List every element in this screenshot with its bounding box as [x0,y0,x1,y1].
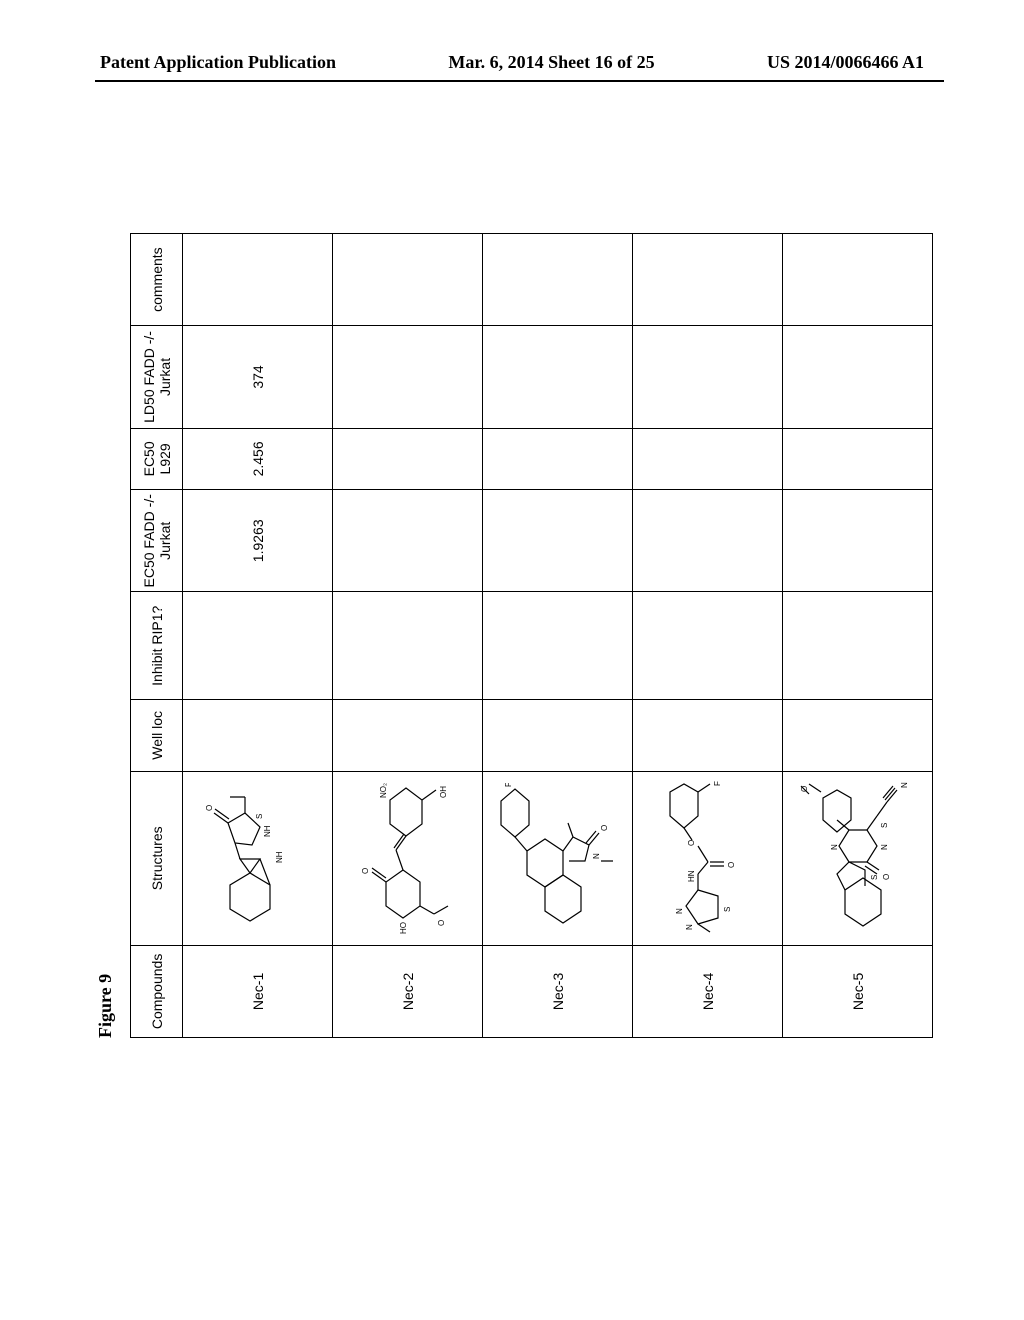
col-wellloc: Well loc [131,700,183,772]
svg-text:OH: OH [439,786,448,798]
cell-compound: Nec-2 [333,945,483,1037]
cell-structure: HO O O NO₂ [333,771,483,945]
cell-ec50fadd [483,490,633,592]
cell-ld50fadd: 374 [183,326,333,428]
structure-nec1-icon: NH S NH O [200,786,315,931]
cell-structure: S N N O S [783,771,933,945]
cell-ec50l929 [483,428,633,489]
cell-ld50fadd [783,326,933,428]
col-ld50fadd: LD50 FADD -/- Jurkat [131,326,183,428]
cell-ec50l929 [333,428,483,489]
table-row: Nec-2 HO O O [333,234,483,1038]
cell-ld50fadd [633,326,783,428]
svg-text:NH: NH [275,851,284,863]
cell-ec50l929: 2.456 [183,428,333,489]
cell-comments [333,234,483,326]
cell-ec50l929 [633,428,783,489]
cell-compound: Nec-5 [783,945,933,1037]
structure-nec2-icon: HO O O NO₂ [348,781,468,936]
svg-text:F: F [504,783,513,787]
cell-ec50l929 [783,428,933,489]
svg-text:O: O [205,805,214,811]
col-comments: comments [131,234,183,326]
header-left: Patent Application Publication [100,52,336,73]
cell-structure: NH S NH O [183,771,333,945]
svg-text:HN: HN [687,870,696,882]
svg-text:NO₂: NO₂ [379,783,388,798]
header-right: US 2014/0066466 A1 [767,52,924,73]
cell-compound: Nec-3 [483,945,633,1037]
cell-ec50fadd [333,490,483,592]
compound-table: Compounds Structures Well loc Inhibit RI… [130,233,933,1038]
cell-wellloc [633,700,783,772]
cell-inhibit [183,592,333,700]
svg-text:O: O [687,840,696,846]
cell-inhibit [783,592,933,700]
svg-text:N: N [675,908,684,914]
svg-text:S: S [255,813,264,818]
structure-nec4-icon: N N S HN O O [648,781,768,936]
table-header-row: Compounds Structures Well loc Inhibit RI… [131,234,183,1038]
svg-text:O: O [361,868,370,874]
cell-wellloc [333,700,483,772]
svg-text:N: N [900,782,909,788]
col-ec50fadd: EC50 FADD -/- Jurkat [131,490,183,592]
cell-ec50fadd: 1.9263 [183,490,333,592]
svg-text:N: N [880,844,889,850]
svg-text:NH: NH [263,825,272,837]
cell-structure: N N S HN O O [633,771,783,945]
cell-comments [633,234,783,326]
col-structures: Structures [131,771,183,945]
table-row: Nec-5 S N N O [783,234,933,1038]
table-row: Nec-4 N N S HN O [633,234,783,1038]
cell-ld50fadd [483,326,633,428]
cell-inhibit [633,592,783,700]
cell-wellloc [783,700,933,772]
figure-container: Figure 9 Compounds Structures Well loc I… [95,233,935,1038]
page-header: Patent Application Publication Mar. 6, 2… [0,52,1024,73]
svg-text:S: S [870,874,879,879]
svg-text:O: O [727,862,736,868]
cell-ec50fadd [783,490,933,592]
col-compounds: Compounds [131,945,183,1037]
cell-compound: Nec-4 [633,945,783,1037]
structure-nec3-icon: O N F [493,783,623,933]
cell-inhibit [333,592,483,700]
svg-text:O: O [600,825,609,831]
svg-text:N: N [830,844,839,850]
cell-comments [183,234,333,326]
cell-comments [483,234,633,326]
table-row: Nec-3 O N [483,234,633,1038]
svg-text:N: N [685,924,694,930]
svg-text:F: F [713,781,722,786]
cell-inhibit [483,592,633,700]
col-ec50l929: EC50 L929 [131,428,183,489]
cell-comments [783,234,933,326]
col-inhibit: Inhibit RIP1? [131,592,183,700]
cell-ld50fadd [333,326,483,428]
svg-text:N: N [592,853,601,859]
figure-label: Figure 9 [95,233,116,1038]
svg-text:O: O [437,920,446,926]
cell-ec50fadd [633,490,783,592]
svg-text:S: S [723,906,732,911]
structure-nec5-icon: S N N O S [793,781,923,936]
header-center: Mar. 6, 2014 Sheet 16 of 25 [448,52,654,73]
svg-text:HO: HO [399,922,408,934]
svg-text:O: O [882,874,891,880]
cell-wellloc [183,700,333,772]
header-rule [95,80,944,82]
table-row: Nec-1 NH S NH [183,234,333,1038]
cell-compound: Nec-1 [183,945,333,1037]
cell-wellloc [483,700,633,772]
cell-structure: O N F [483,771,633,945]
svg-text:S: S [880,822,889,827]
